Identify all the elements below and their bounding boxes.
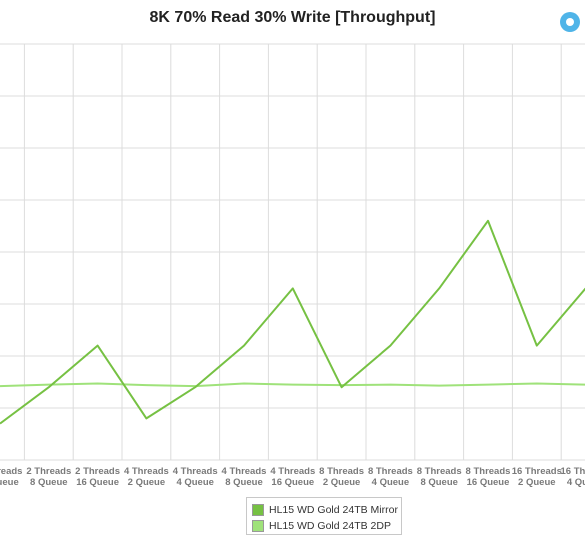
x-tick-label: 4 Threads 8 Queue	[222, 466, 267, 488]
x-tick-label: 16 Threads 2 Queue	[512, 466, 562, 488]
series-line-mirror[interactable]	[0, 219, 585, 425]
grid-lines	[0, 43, 585, 461]
legend-swatch-mirror	[252, 503, 264, 516]
x-tick-label: 2 Threads 8 Queue	[26, 466, 71, 488]
x-tick-label: 8 Threads 16 Queue	[466, 466, 511, 488]
legend: HL15 WD Gold 24TB Mirror HL15 WD Gold 24…	[246, 497, 402, 535]
x-tick-label: 4 Threads 2 Queue	[124, 466, 169, 488]
x-tick-label: 2 Threads 16 Queue	[75, 466, 120, 488]
storagereview-logo-icon	[560, 12, 580, 32]
legend-item-2dp[interactable]: HL15 WD Gold 24TB 2DP	[252, 518, 391, 533]
legend-label-mirror: HL15 WD Gold 24TB Mirror	[269, 503, 398, 516]
x-tick-label: 8 Threads 2 Queue	[319, 466, 364, 488]
series-line-2dp[interactable]	[0, 382, 585, 388]
x-tick-label: 4 Threads 16 Queue	[270, 466, 315, 488]
chart-title: 8K 70% Read 30% Write [Throughput]	[149, 9, 436, 26]
x-tick-label: 4 Threads 4 Queue	[173, 466, 218, 488]
legend-label-2dp: HL15 WD Gold 24TB 2DP	[269, 519, 391, 532]
x-tick-label: 8 Threads 8 Queue	[417, 466, 462, 488]
legend-swatch-2dp	[252, 519, 264, 532]
series-lines	[0, 219, 585, 425]
x-tick-label: 8 Threads 4 Queue	[368, 466, 413, 488]
legend-item-mirror[interactable]: HL15 WD Gold 24TB Mirror	[252, 502, 398, 517]
